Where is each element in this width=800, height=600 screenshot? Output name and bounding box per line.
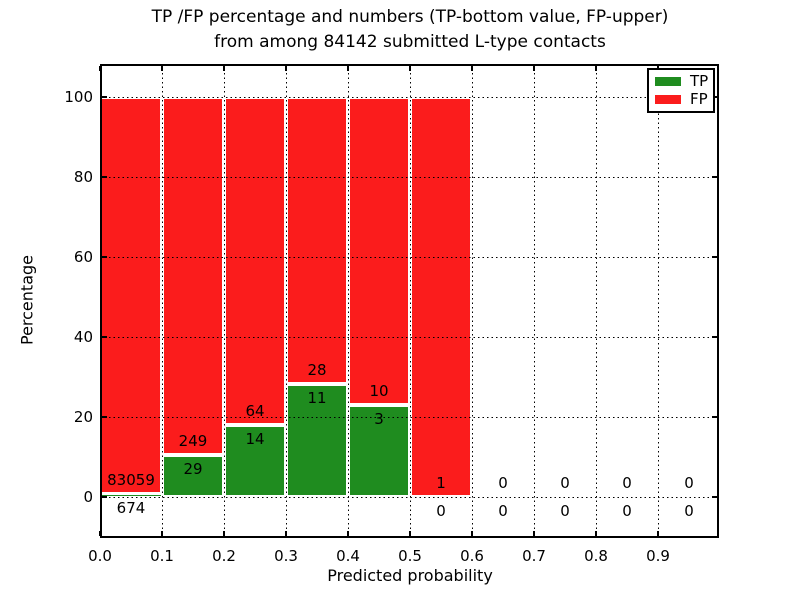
x-tick-top bbox=[347, 66, 349, 71]
tp-count-label: 0 bbox=[684, 502, 694, 520]
x-tick-bottom bbox=[533, 531, 535, 536]
x-tick-label: 0.4 bbox=[336, 547, 360, 565]
tp-bar bbox=[286, 384, 348, 497]
v-gridline bbox=[657, 64, 659, 538]
y-tick-left bbox=[102, 176, 107, 178]
y-tick-left bbox=[102, 416, 107, 418]
fp-bar bbox=[348, 97, 410, 405]
x-tick-top bbox=[99, 66, 101, 71]
legend-entry-fp: FP bbox=[655, 89, 708, 108]
fp-count-label: 64 bbox=[245, 402, 265, 421]
x-tick-label: 0.6 bbox=[460, 547, 484, 565]
x-tick-bottom bbox=[347, 531, 349, 536]
y-axis-label: Percentage bbox=[17, 254, 37, 346]
v-gridline bbox=[471, 64, 473, 538]
x-tick-label: 0.8 bbox=[584, 547, 608, 565]
tp-count-label: 11 bbox=[307, 389, 327, 408]
legend-entry-tp: TP bbox=[655, 72, 709, 91]
x-tick-bottom bbox=[657, 531, 659, 536]
x-tick-bottom bbox=[409, 531, 411, 536]
x-tick-top bbox=[409, 66, 411, 71]
y-tick-label: 60 bbox=[73, 248, 93, 266]
fp-count-label: 0 bbox=[560, 474, 570, 492]
fp-bar bbox=[224, 97, 286, 426]
x-tick-top bbox=[285, 66, 287, 71]
x-tick-label: 0.9 bbox=[646, 547, 670, 565]
x-axis-label: Predicted probability bbox=[327, 566, 493, 585]
x-tick-label: 0.5 bbox=[398, 547, 422, 565]
legend-swatch-fp bbox=[655, 94, 681, 104]
x-tick-bottom bbox=[161, 531, 163, 536]
y-tick-right bbox=[712, 176, 717, 178]
v-gridline bbox=[161, 64, 163, 538]
legend: TP FP bbox=[647, 68, 715, 113]
x-tick-bottom bbox=[595, 531, 597, 536]
y-tick-right bbox=[712, 336, 717, 338]
fp-bar bbox=[286, 97, 348, 385]
v-gridline bbox=[595, 64, 597, 538]
y-tick-left bbox=[102, 496, 107, 498]
tp-count-label: 0 bbox=[622, 502, 632, 520]
v-gridline bbox=[409, 64, 411, 538]
y-tick-label: 0 bbox=[83, 488, 93, 506]
fp-count-label: 0 bbox=[498, 474, 508, 492]
y-tick-right bbox=[712, 496, 717, 498]
y-tick-left bbox=[102, 336, 107, 338]
v-gridline bbox=[533, 64, 535, 538]
fp-count-label: 28 bbox=[307, 361, 327, 380]
v-gridline bbox=[285, 64, 287, 538]
tp-count-label: 674 bbox=[116, 498, 146, 517]
x-tick-label: 0.1 bbox=[150, 547, 174, 565]
legend-swatch-tp bbox=[655, 77, 681, 87]
tp-count-label: 29 bbox=[183, 460, 203, 479]
x-tick-bottom bbox=[99, 531, 101, 536]
tp-count-label: 14 bbox=[245, 430, 265, 449]
x-tick-top bbox=[161, 66, 163, 71]
x-tick-label: 0.3 bbox=[274, 547, 298, 565]
y-tick-left bbox=[102, 96, 107, 98]
fp-bar bbox=[100, 97, 162, 494]
x-tick-top bbox=[471, 66, 473, 71]
y-tick-label: 100 bbox=[64, 88, 93, 106]
y-tick-right bbox=[712, 256, 717, 258]
tp-bar bbox=[224, 425, 286, 497]
x-tick-bottom bbox=[471, 531, 473, 536]
x-tick-top bbox=[223, 66, 225, 71]
tp-bar bbox=[162, 455, 224, 497]
fp-bar bbox=[162, 97, 224, 456]
x-tick-top bbox=[533, 66, 535, 71]
v-gridline bbox=[223, 64, 225, 538]
fp-count-label: 249 bbox=[178, 432, 208, 451]
y-tick-left bbox=[102, 256, 107, 258]
tp-bar bbox=[348, 404, 410, 497]
fp-count-label: 0 bbox=[684, 474, 694, 492]
tp-count-label: 0 bbox=[560, 502, 570, 520]
tp-count-label: 0 bbox=[436, 502, 446, 520]
legend-label: TP bbox=[690, 72, 709, 91]
x-tick-label: 0.0 bbox=[88, 547, 112, 565]
x-tick-top bbox=[595, 66, 597, 71]
y-tick-right bbox=[712, 416, 717, 418]
fp-count-label: 83059 bbox=[107, 470, 155, 489]
v-gridline bbox=[347, 64, 349, 538]
tp-count-label: 0 bbox=[498, 502, 508, 520]
fp-count-label: 0 bbox=[622, 474, 632, 492]
fp-count-label: 1 bbox=[436, 474, 446, 492]
x-tick-label: 0.2 bbox=[212, 547, 236, 565]
fp-bar bbox=[410, 97, 472, 497]
tp-count-label: 3 bbox=[374, 409, 384, 428]
chart-title-line2: from among 84142 submitted L-type contac… bbox=[214, 32, 606, 52]
y-tick-label: 20 bbox=[73, 408, 93, 426]
legend-label: FP bbox=[690, 89, 708, 108]
fp-count-label: 10 bbox=[369, 381, 389, 400]
x-tick-label: 0.7 bbox=[522, 547, 546, 565]
x-tick-bottom bbox=[223, 531, 225, 536]
chart-title-line1: TP /FP percentage and numbers (TP-bottom… bbox=[151, 7, 669, 27]
y-tick-label: 40 bbox=[73, 328, 93, 346]
y-tick-label: 80 bbox=[73, 168, 93, 186]
chart-title: TP /FP percentage and numbers (TP-bottom… bbox=[100, 5, 720, 55]
x-tick-bottom bbox=[285, 531, 287, 536]
